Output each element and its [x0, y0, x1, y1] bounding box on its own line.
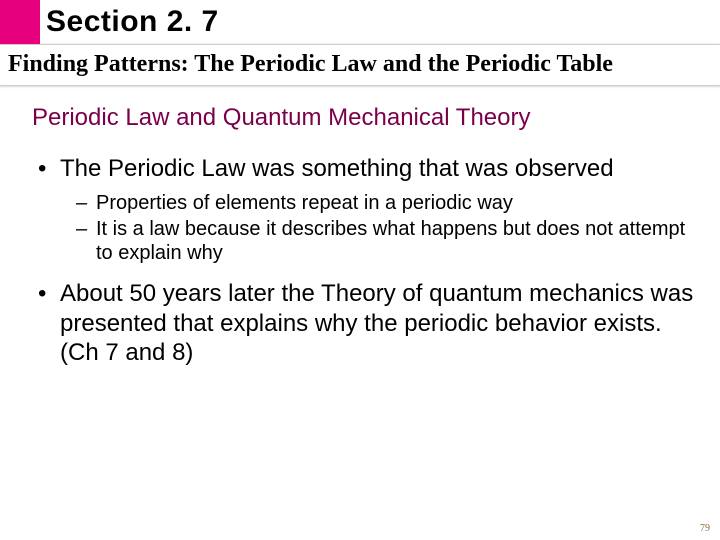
section-label: Section 2. 7: [46, 5, 219, 39]
page-number: 79: [700, 523, 710, 534]
sub-item: Properties of elements repeat in a perio…: [72, 191, 696, 215]
sub-item: It is a law because it describes what ha…: [72, 217, 696, 265]
bullet-text: The Periodic Law was something that was …: [60, 155, 614, 182]
bullet-item: The Periodic Law was something that was …: [28, 154, 696, 265]
accent-block: [0, 0, 40, 44]
bullet-text: About 50 years later the Theory of quant…: [60, 280, 693, 366]
content-area: Periodic Law and Quantum Mechanical Theo…: [0, 86, 720, 367]
subtitle-text: Finding Patterns: The Periodic Law and t…: [8, 51, 712, 78]
sub-text: It is a law because it describes what ha…: [96, 218, 685, 264]
sub-text: Properties of elements repeat in a perio…: [96, 192, 513, 214]
bullet-list: The Periodic Law was something that was …: [28, 154, 696, 367]
topic-heading: Periodic Law and Quantum Mechanical Theo…: [32, 104, 696, 132]
section-header: Section 2. 7: [0, 0, 720, 44]
sub-list: Properties of elements repeat in a perio…: [72, 191, 696, 265]
subtitle-bar: Finding Patterns: The Periodic Law and t…: [0, 44, 720, 86]
bullet-item: About 50 years later the Theory of quant…: [28, 279, 696, 367]
